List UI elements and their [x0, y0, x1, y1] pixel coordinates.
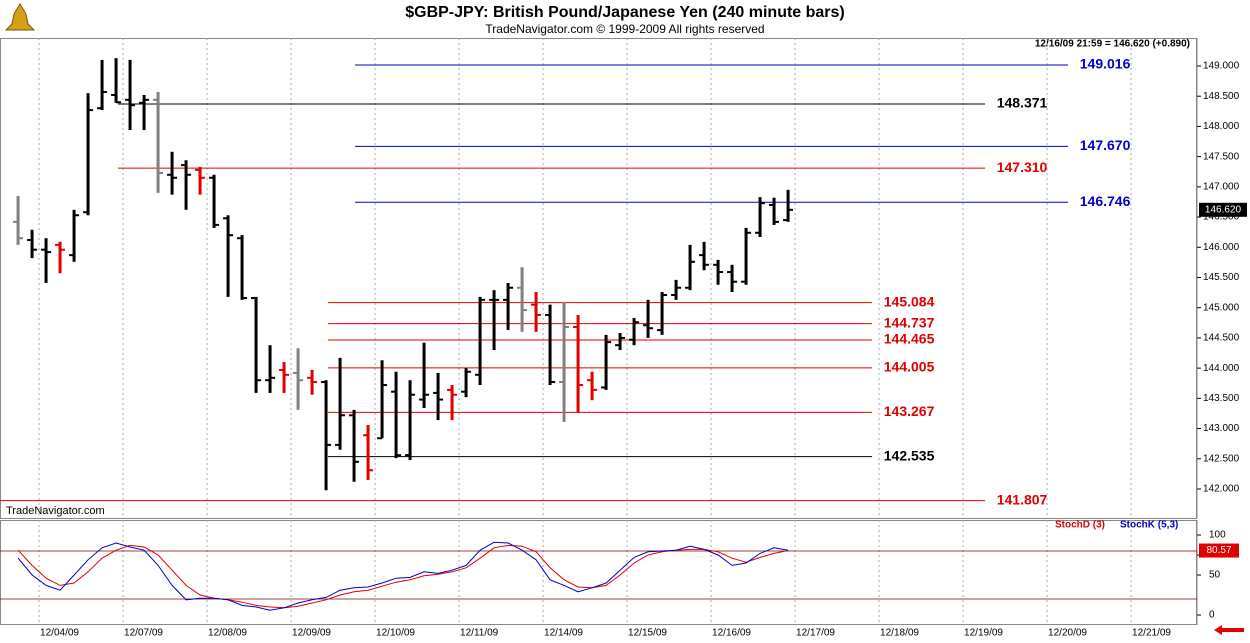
x-tick-label: 12/08/09 — [208, 628, 247, 639]
level-label: 147.310 — [997, 159, 1048, 175]
level-label: 144.005 — [884, 359, 935, 375]
x-tick-label: 12/20/09 — [1048, 628, 1087, 639]
level-label: 142.535 — [884, 447, 935, 463]
last-price-label: 146.620 — [1205, 204, 1242, 215]
level-label: 144.737 — [884, 314, 935, 330]
y-tick-label: 145.000 — [1203, 302, 1240, 313]
level-label: 147.670 — [1080, 137, 1131, 153]
watermark: TradeNavigator.com — [6, 505, 105, 517]
x-tick-label: 12/11/09 — [460, 628, 499, 639]
y-tick-label: 143.000 — [1203, 423, 1240, 434]
legend-entry: StochK (5,3) — [1120, 520, 1178, 531]
x-tick-label: 12/15/09 — [628, 628, 667, 639]
stoch-line — [17, 541, 789, 611]
last-value-label: 80.57 — [1206, 545, 1231, 556]
x-tick-label: 12/10/09 — [376, 628, 415, 639]
y-tick-label: 147.000 — [1203, 181, 1240, 192]
x-tick-label: 12/07/09 — [124, 628, 163, 639]
level-label: 141.807 — [997, 491, 1048, 507]
y-tick-label: 0 — [1209, 610, 1215, 621]
last-value-box — [1199, 543, 1239, 558]
y-tick-label: 146.000 — [1203, 242, 1240, 253]
legend-entry: StochD (3) — [1055, 520, 1105, 531]
x-tick-label: 12/21/09 — [1132, 628, 1171, 639]
x-tick-label: 12/04/09 — [40, 628, 79, 639]
y-tick-label: 142.500 — [1203, 453, 1240, 464]
y-tick-label: 148.500 — [1203, 91, 1240, 102]
y-tick-label: 142.000 — [1203, 484, 1240, 495]
x-tick-label: 12/19/09 — [964, 628, 1003, 639]
logo — [4, 3, 36, 31]
y-tick-label: 149.000 — [1203, 61, 1240, 72]
y-tick-label: 100 — [1209, 530, 1226, 541]
quote: 12/16/09 21:59 = 146.620 (+0.890) — [1035, 39, 1190, 50]
level-label: 143.267 — [884, 403, 935, 419]
level-label: 145.084 — [884, 293, 935, 309]
level-label: 146.746 — [1080, 193, 1131, 209]
y-tick-label: 144.500 — [1203, 333, 1240, 344]
y-tick-label: 146.500 — [1203, 212, 1240, 223]
x-tick-label: 12/17/09 — [796, 628, 835, 639]
level-label: 144.465 — [884, 331, 935, 347]
y-tick-label: 148.000 — [1203, 121, 1240, 132]
level-label: 149.016 — [1080, 56, 1131, 72]
y-tick-label: 145.500 — [1203, 272, 1240, 283]
y-tick-label: 50 — [1209, 570, 1221, 581]
level-label: 148.371 — [997, 95, 1048, 111]
x-tick-label: 12/16/09 — [712, 628, 751, 639]
chart-subtitle: TradeNavigator.com © 1999-2009 All right… — [485, 22, 764, 36]
x-tick-label: 12/14/09 — [544, 628, 583, 639]
x-tick-label: 12/09/09 — [292, 628, 331, 639]
y-tick-label: 147.500 — [1203, 151, 1240, 162]
scroll-arrow[interactable] — [1214, 625, 1244, 635]
last-price-box — [1199, 202, 1247, 217]
y-tick-label: 144.000 — [1203, 363, 1240, 374]
x-tick-label: 12/18/09 — [880, 628, 919, 639]
stoch-line — [17, 544, 789, 609]
y-tick-label: 143.500 — [1203, 393, 1240, 404]
chart-title: $GBP-JPY: British Pound/Japanese Yen (24… — [405, 4, 845, 21]
